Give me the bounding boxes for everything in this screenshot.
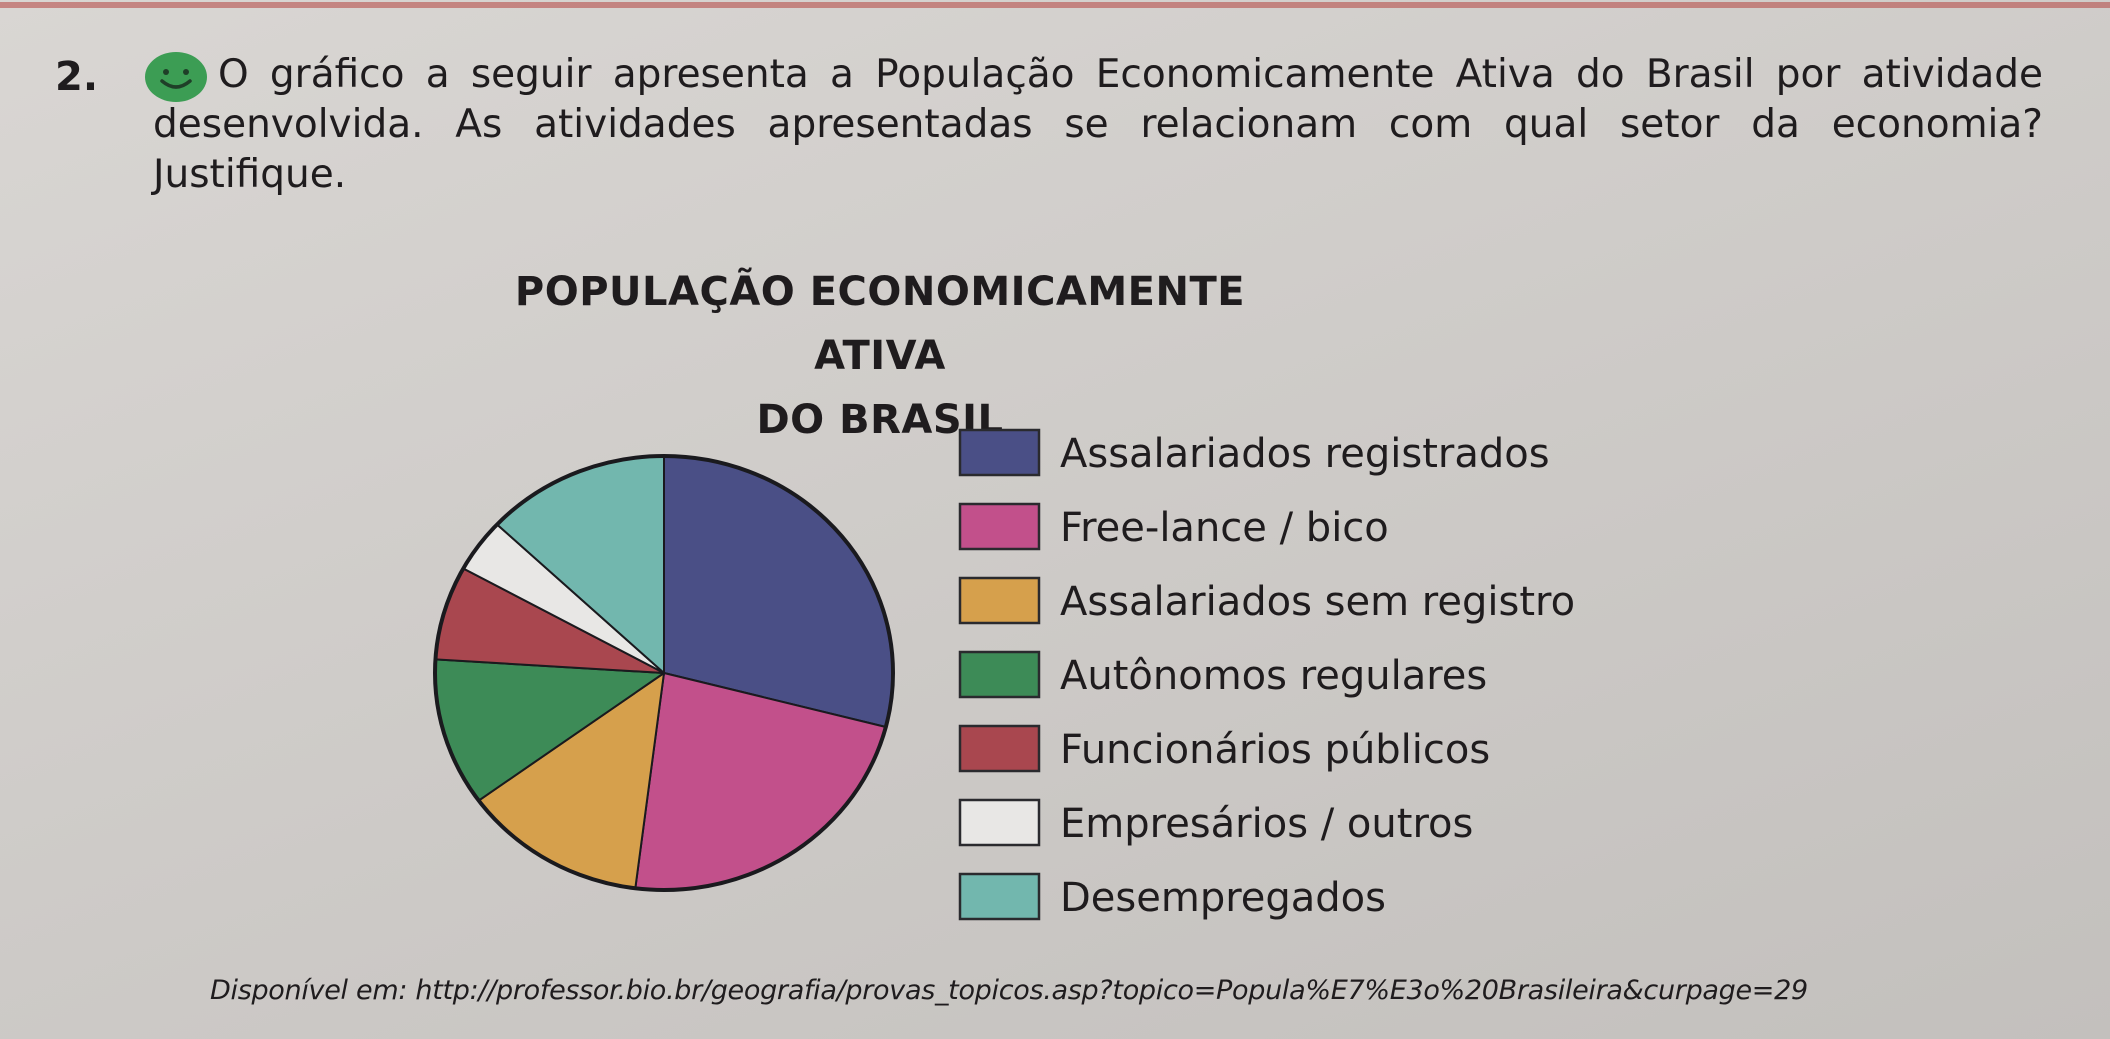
legend-swatch-desempregados	[958, 872, 1041, 921]
legend-label-assalariados-sem-registro: Assalariados sem registro	[1060, 579, 1575, 625]
legend-swatch-empresarios-outros	[958, 798, 1041, 847]
chart-title-line-1: POPULAÇÃO ECONOMICAMENTE ATIVA	[514, 269, 1246, 379]
legend-swatch-assalariados-registrados	[958, 428, 1041, 477]
question-number: 2.	[55, 54, 99, 100]
chart-title: POPULAÇÃO ECONOMICAMENTE ATIVA DO BRASIL	[480, 260, 1280, 452]
legend-label-assalariados-registrados: Assalariados registrados	[1060, 431, 1550, 477]
legend-swatch-funcionarios-publicos	[958, 724, 1041, 773]
smile-icon	[145, 52, 207, 102]
legend-swatch-free-lance-bico	[958, 502, 1041, 551]
chart-legend: Assalariados registrados Free-lance / bic…	[958, 428, 1575, 921]
source-citation: Disponível em: http://professor.bio.br/g…	[210, 975, 1808, 1006]
legend-label-desempregados: Desempregados	[1060, 875, 1386, 921]
legend-label-funcionarios-publicos: Funcionários públicos	[1060, 727, 1490, 773]
legend-swatch-autonomos-regulares	[958, 650, 1041, 699]
legend-swatch-assalariados-sem-registro	[958, 576, 1041, 625]
page-top-rule	[0, 2, 2110, 8]
legend-label-autonomos-regulares: Autônomos regulares	[1060, 653, 1487, 699]
legend-label-free-lance-bico: Free-lance / bico	[1060, 505, 1389, 551]
question-text: O gráfico a seguir apresenta a População…	[153, 52, 2043, 197]
legend-label-empresarios-outros: Empresários / outros	[1060, 801, 1473, 847]
pie-slices	[433, 454, 895, 892]
pie-outline	[433, 454, 895, 892]
